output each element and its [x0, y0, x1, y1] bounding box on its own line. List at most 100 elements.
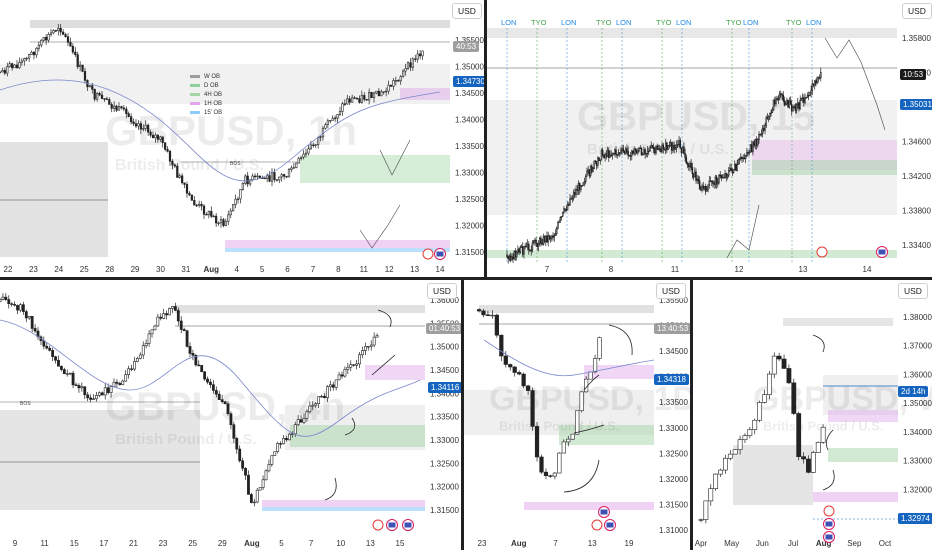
p2-candle: [523, 246, 525, 255]
p2-candle: [563, 208, 565, 213]
p2-candle: [753, 141, 755, 146]
projection-path: [726, 204, 760, 259]
p2-candle: [767, 116, 770, 120]
p1-candle: [11, 63, 14, 69]
legend-label: 4H OB: [204, 91, 223, 98]
p1-candle: [190, 194, 193, 201]
p2-candle: [534, 239, 536, 242]
p3-candle: [138, 354, 142, 359]
p3-candle: [182, 329, 186, 332]
p4-price-tick: 1.35500: [659, 296, 688, 305]
p2-candle: [553, 235, 556, 238]
p2-candle: [560, 216, 563, 218]
p5-candle: [801, 456, 806, 460]
p1-candle: [249, 179, 252, 185]
p3-candle: [165, 313, 169, 316]
p2-candle: [631, 150, 633, 157]
p1-candle: [127, 113, 130, 117]
p2-candle: [747, 152, 749, 154]
chart-pane-1h[interactable]: BOS GBPUSD, 1h British Pound / U.S. 1.35500…: [0, 0, 484, 277]
p4-candle: [503, 355, 508, 365]
session-label: TYO: [596, 18, 612, 27]
p1-price-tick: 1.32000: [455, 222, 484, 231]
d-ob-zone: [828, 448, 898, 462]
p2-candle: [792, 107, 794, 112]
p1-candle: [224, 221, 227, 226]
p1-candle: [42, 37, 45, 41]
p3-candle: [255, 489, 259, 503]
p3-candle: [267, 464, 271, 472]
p3-candle: [366, 346, 370, 348]
currency-label[interactable]: USD: [427, 283, 457, 299]
p2-candle: [723, 177, 725, 179]
p1-candle: [40, 39, 43, 46]
p1-candle: [314, 144, 317, 146]
p1-candle: [210, 210, 213, 217]
p3-candle: [21, 304, 25, 312]
currency-label[interactable]: USD: [898, 283, 928, 299]
session-label: LON: [676, 18, 691, 27]
p2-candle: [697, 178, 700, 182]
p1-candle: [59, 28, 62, 33]
chart-pane-1d[interactable]: GBPUSD, 1D British Pound / U.S. 1.35500 1.3…: [464, 280, 690, 550]
p1-candle: [125, 108, 128, 114]
chart-pane-15m[interactable]: LON TYO LON TYO LON TYO LON TYO LON TYO LON GBPUSD,…: [487, 0, 932, 277]
p1-candle: [336, 114, 339, 119]
p2-price-tick: 1.33400: [902, 241, 931, 250]
p3-candle: [305, 411, 309, 419]
p1-candle: [20, 60, 23, 63]
p2-candle: [568, 203, 570, 206]
p3-candle: [1, 296, 5, 300]
p2-candle: [772, 99, 775, 111]
currency-label[interactable]: USD: [452, 3, 482, 19]
p2-candle: [671, 142, 673, 151]
p1-candle: [88, 85, 91, 88]
price-tag: 1.34730: [453, 76, 484, 87]
p2-candle: [695, 171, 697, 181]
currency-label[interactable]: USD: [902, 3, 932, 19]
p1-candle: [69, 42, 72, 47]
p1-candle: [348, 98, 351, 103]
p4-candle: [561, 441, 566, 454]
p1-candle: [406, 62, 410, 69]
p2-candle: [769, 112, 771, 117]
chart-pane-4h[interactable]: BOS GBPUSD, 4h British Pound / U.S. 1.36000…: [0, 280, 461, 550]
p3-candle: [282, 438, 285, 445]
p2-candle: [654, 148, 656, 154]
p3-candle: [331, 384, 335, 388]
range-zone: [487, 100, 897, 215]
p3-candle: [103, 387, 107, 396]
moving-average: [483, 339, 655, 377]
p2-candle: [702, 185, 705, 190]
p3-candle: [112, 381, 116, 387]
p2-candle: [798, 102, 800, 110]
chart-pane-weekly[interactable]: GBPUSD, W British Pound / U.S. 1.38000 1.37…: [693, 280, 932, 550]
p2-candle: [732, 169, 735, 174]
p1-candle: [132, 121, 135, 124]
p1-candle: [232, 204, 235, 212]
p2-candle: [752, 141, 754, 153]
news-flag-icon: [878, 249, 886, 255]
p2-candle: [545, 235, 547, 243]
p2-candle: [740, 156, 742, 159]
p3-candle: [80, 386, 84, 389]
p1-candle: [304, 152, 308, 155]
p5-candle: [698, 519, 704, 521]
p1-candle: [103, 98, 106, 100]
p2-candle: [578, 182, 581, 190]
p1-candle: [239, 189, 242, 200]
p1-candle: [93, 88, 96, 100]
lightning-icon: [816, 246, 828, 258]
chart-canvas-1h[interactable]: BOS GBPUSD, 1h British Pound / U.S. 1.35500…: [0, 0, 484, 277]
p5-candle: [786, 368, 792, 384]
p5-candle: [806, 458, 811, 473]
chart-canvas-15m[interactable]: LON TYO LON TYO LON TYO LON TYO LON TYO LONGBPUSD,…: [487, 0, 932, 277]
p3-candle: [95, 394, 98, 400]
p2-candle: [646, 150, 649, 154]
p1-candle: [79, 64, 82, 68]
p1-candle: [6, 66, 9, 74]
currency-label[interactable]: USD: [656, 283, 686, 299]
